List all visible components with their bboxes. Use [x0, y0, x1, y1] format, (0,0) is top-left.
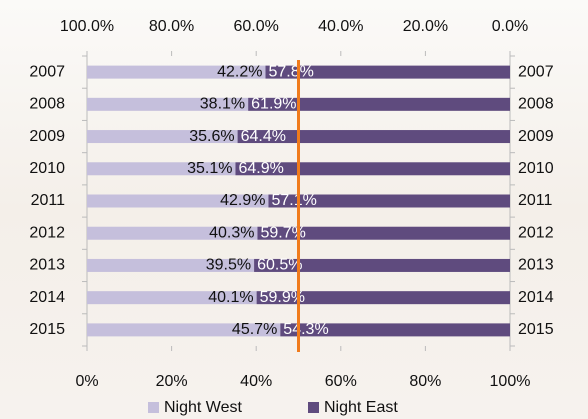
y-tick-label-right: 2014 — [518, 289, 554, 306]
bar-segment — [257, 226, 510, 240]
y-tick-label-right: 2009 — [518, 128, 554, 145]
value-label: 40.3% — [209, 224, 254, 241]
bar-segment — [87, 258, 255, 272]
bar-segment — [87, 130, 238, 144]
x2-tick-label: 100.0% — [60, 18, 114, 35]
y-tick-label: 2013 — [29, 257, 65, 274]
value-label: 57.1% — [271, 192, 316, 209]
y-tick-label: 2014 — [29, 289, 65, 306]
bar-segment — [256, 291, 510, 305]
x2-tick-label: 0.0% — [492, 18, 528, 35]
value-label: 38.1% — [200, 96, 245, 113]
value-label: 35.1% — [187, 160, 232, 177]
x-tick-label: 100% — [490, 373, 531, 390]
bar-segment — [254, 258, 510, 272]
value-label: 59.7% — [260, 224, 305, 241]
y-tick-label-right: 2012 — [518, 224, 554, 241]
x2-tick-label: 40.0% — [318, 18, 363, 35]
value-label: 45.7% — [232, 321, 277, 338]
x2-tick-label: 80.0% — [149, 18, 194, 35]
x-tick-label: 0% — [75, 373, 98, 390]
value-label: 42.9% — [220, 192, 265, 209]
legend-swatch — [308, 402, 319, 413]
bar-segment — [87, 97, 249, 111]
value-label: 39.5% — [206, 257, 251, 274]
y-tick-label-right: 2010 — [518, 160, 554, 177]
value-label: 59.9% — [260, 289, 305, 306]
bar-segment — [87, 194, 269, 208]
y-tick-label: 2009 — [29, 128, 65, 145]
value-label: 64.4% — [241, 128, 286, 145]
value-label: 61.9% — [251, 96, 296, 113]
bar-segment — [268, 194, 510, 208]
bar-segment — [248, 97, 510, 111]
x-tick-label: 40% — [240, 373, 272, 390]
bar-segment — [280, 323, 510, 337]
x2-tick-label: 60.0% — [234, 18, 279, 35]
y-tick-label: 2007 — [29, 63, 65, 80]
value-label: 54.3% — [283, 321, 328, 338]
value-label: 64.9% — [238, 160, 283, 177]
y-tick-label: 2011 — [31, 192, 66, 209]
value-label: 40.1% — [208, 289, 253, 306]
y-tick-label: 2008 — [29, 96, 65, 113]
legend-label: Night East — [324, 399, 398, 416]
bar-segment — [87, 323, 281, 337]
x-tick-label: 60% — [325, 373, 357, 390]
legend-swatch — [148, 402, 159, 413]
bar-segment — [235, 162, 510, 176]
y-tick-label: 2010 — [29, 160, 65, 177]
bar-segment — [87, 162, 236, 176]
y-tick-label-right: 2008 — [518, 96, 554, 113]
y-tick-label-right: 2015 — [518, 321, 554, 338]
bar-segment — [265, 65, 510, 79]
bar-segment — [237, 130, 510, 144]
x-tick-label: 20% — [156, 373, 188, 390]
y-tick-label-right: 2013 — [518, 257, 554, 274]
value-label: 57.8% — [269, 63, 314, 80]
value-label: 60.5% — [257, 257, 302, 274]
y-tick-label: 2012 — [29, 224, 65, 241]
bar-segment — [87, 65, 266, 79]
bar-segment — [87, 291, 257, 305]
legend-label: Night West — [164, 399, 243, 416]
value-label: 42.2% — [217, 63, 262, 80]
value-label: 35.6% — [189, 128, 234, 145]
y-tick-label: 2015 — [29, 321, 65, 338]
y-tick-label-right: 2011 — [518, 192, 553, 209]
x2-tick-label: 20.0% — [403, 18, 448, 35]
y-tick-label-right: 2007 — [518, 63, 554, 80]
bar-segment — [87, 226, 258, 240]
x-tick-label: 80% — [409, 373, 441, 390]
